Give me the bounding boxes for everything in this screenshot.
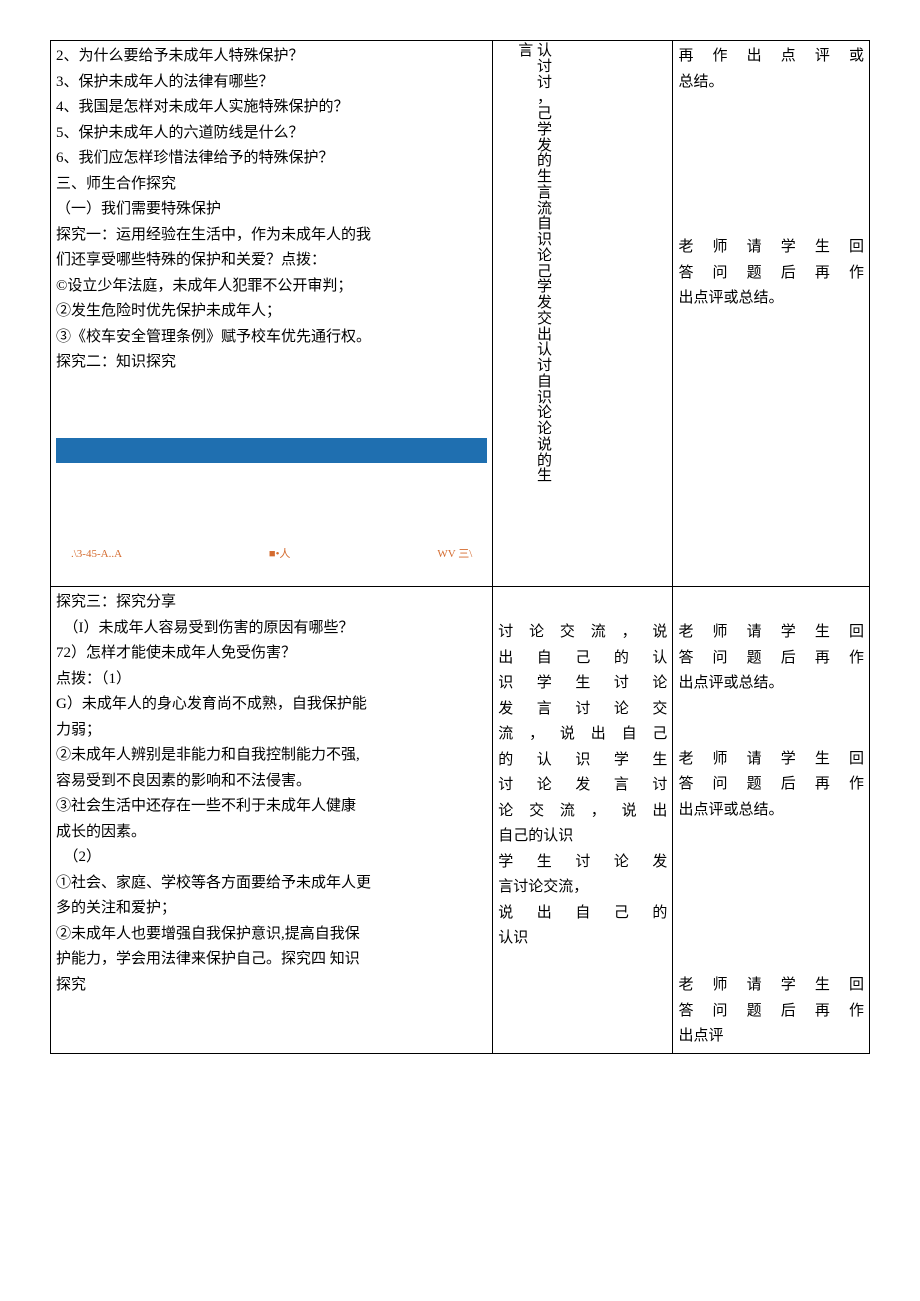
cell-r2-c1: 探究三：探究分享 （I）未成年人容易受到伤害的原因有哪些？ 72）怎样才能使未成… xyxy=(51,587,493,1054)
inquiry-3-p2b: ②未成年人也要增强自我保护意识,提高自我保 xyxy=(56,922,487,948)
teacher-note-a2: 总结。 xyxy=(678,70,864,96)
orange-footer-text: .\3-45-A..A ■•人 WV 三\ xyxy=(56,525,487,584)
inquiry-3-g3b: 成长的因素。 xyxy=(56,820,487,846)
inquiry-3-g2b: 容易受到不良因素的影响和不法侵害。 xyxy=(56,769,487,795)
student-activity-m7: 讨论发言讨 xyxy=(498,773,667,799)
table-row-1: 2、为什么要给予未成年人特殊保护？ 3、保护未成年人的法律有哪些？ 4、我国是怎… xyxy=(51,41,870,587)
inquiry-3-p2a: ①社会、家庭、学校等各方面要给予未成年人更 xyxy=(56,871,487,897)
teacher-note-e3: 出点评 xyxy=(678,1024,864,1050)
teacher-note-d2: 答问题后再作 xyxy=(678,772,864,798)
spacer xyxy=(678,823,864,973)
section-3-heading: 三、师生合作探究 xyxy=(56,172,487,198)
inquiry-3-p2ab: 多的关注和爱护； xyxy=(56,896,487,922)
question-3: 3、保护未成年人的法律有哪些？ xyxy=(56,70,487,96)
inquiry-2-heading: 探究二：知识探究 xyxy=(56,350,487,376)
spacer xyxy=(678,95,864,235)
inquiry-3-p2bb: 护能力，学会用法律来保护自己。探究四 知识 xyxy=(56,947,487,973)
inquiry-1-line-d: ②发生危险时优先保护未成年人； xyxy=(56,299,487,325)
question-6: 6、我们应怎样珍惜法律给予的特殊保护？ xyxy=(56,146,487,172)
inquiry-3-heading: 探究三：探究分享 xyxy=(56,590,487,616)
teacher-note-e2: 答问题后再作 xyxy=(678,999,864,1025)
inquiry-1-line-e: ③《校车安全管理条例》赋予校车优先通行权。 xyxy=(56,325,487,351)
vertical-col-main: 认讨讨，己学发的生言流自识论己学发交出认讨自识论论说的生 xyxy=(537,44,552,485)
student-activity-m11: 言讨论交流， xyxy=(498,875,667,901)
question-5: 5、保护未成年人的六道防线是什么？ xyxy=(56,121,487,147)
teacher-note-a1: 再作出点评或 xyxy=(678,44,864,70)
inquiry-3-p2bc: 探究 xyxy=(56,973,487,999)
inquiry-3-g1b: 力弱； xyxy=(56,718,487,744)
teacher-note-d1: 老师请学生回 xyxy=(678,747,864,773)
question-4: 4、我国是怎样对未成年人实施特殊保护的？ xyxy=(56,95,487,121)
spacer xyxy=(678,697,864,747)
inquiry-3-p2: （2） xyxy=(56,845,487,871)
student-activity-m5: 流，说出自己 xyxy=(498,722,667,748)
student-activity-m10: 学生讨论发 xyxy=(498,850,667,876)
spacer xyxy=(56,465,487,525)
student-activity-m12: 说出自己的 xyxy=(498,901,667,927)
vertical-discussion-text: 言 认讨讨，己学发的生言流自识论己学发交出认讨自识论论说的生 xyxy=(498,44,667,485)
cell-r1-c3: 再作出点评或 总结。 老师请学生回 答问题后再作 出点评或总结。 xyxy=(673,41,870,587)
inquiry-3-g2: ②未成年人辨别是非能力和自我控制能力不强, xyxy=(56,743,487,769)
blue-divider-bar xyxy=(56,438,487,463)
teacher-note-b3: 出点评或总结。 xyxy=(678,286,864,312)
teacher-note-e1: 老师请学生回 xyxy=(678,973,864,999)
lesson-plan-table: 2、为什么要给予未成年人特殊保护？ 3、保护未成年人的法律有哪些？ 4、我国是怎… xyxy=(50,40,870,1054)
teacher-note-b1: 老师请学生回 xyxy=(678,235,864,261)
inquiry-1-line-a: 探究一：运用经验在生活中，作为未成年人的我 xyxy=(56,223,487,249)
inquiry-3-g1: G）未成年人的身心发育尚不成熟，自我保护能 xyxy=(56,692,487,718)
section-3a-heading: （一）我们需要特殊保护 xyxy=(56,197,487,223)
orange-left: .\3-45-A..A xyxy=(71,545,122,564)
inquiry-3-q1: （I）未成年人容易受到伤害的原因有哪些？ xyxy=(56,616,487,642)
student-activity-m9: 自己的认识 xyxy=(498,824,667,850)
cell-r2-c3: 老师请学生回 答问题后再作 出点评或总结。 老师请学生回 答问题后再作 出点评或… xyxy=(673,587,870,1054)
student-activity-m2: 出自己的认 xyxy=(498,646,667,672)
inquiry-1-line-b: 们还享受哪些特殊的保护和关爱？点拨： xyxy=(56,248,487,274)
cell-r1-c1: 2、为什么要给予未成年人特殊保护？ 3、保护未成年人的法律有哪些？ 4、我国是怎… xyxy=(51,41,493,587)
student-activity-m3: 识学生讨论 xyxy=(498,671,667,697)
teacher-note-d3: 出点评或总结。 xyxy=(678,798,864,824)
student-activity-m13: 认识 xyxy=(498,926,667,952)
cell-r1-c2: 言 认讨讨，己学发的生言流自识论己学发交出认讨自识论论说的生 xyxy=(493,41,673,587)
student-activity-m6: 的认识学生 xyxy=(498,748,667,774)
orange-mid: ■•人 xyxy=(269,545,291,564)
orange-right: WV 三\ xyxy=(437,545,472,564)
spacer xyxy=(498,590,667,620)
table-row-2: 探究三：探究分享 （I）未成年人容易受到伤害的原因有哪些？ 72）怎样才能使未成… xyxy=(51,587,870,1054)
inquiry-1-line-c: ©设立少年法庭，未成年人犯罪不公开审判； xyxy=(56,274,487,300)
teacher-note-c3: 出点评或总结。 xyxy=(678,671,864,697)
student-activity-m8: 论交流，说出 xyxy=(498,799,667,825)
spacer xyxy=(678,590,864,620)
teacher-note-c1: 老师请学生回 xyxy=(678,620,864,646)
cell-r2-c2: 讨论交流，说 出自己的认 识学生讨论 发言讨论交 流，说出自己 的认识学生 讨论… xyxy=(493,587,673,1054)
student-activity-m4: 发言讨论交 xyxy=(498,697,667,723)
spacer xyxy=(56,376,487,436)
vertical-col-pre: 言 xyxy=(518,44,533,60)
inquiry-3-q2: 72）怎样才能使未成年人免受伤害？ xyxy=(56,641,487,667)
inquiry-3-tip: 点拨：（1） xyxy=(56,667,487,693)
teacher-note-b2: 答问题后再作 xyxy=(678,261,864,287)
inquiry-3-g3: ③社会生活中还存在一些不利于未成年人健康 xyxy=(56,794,487,820)
student-activity-m1: 讨论交流，说 xyxy=(498,620,667,646)
question-2: 2、为什么要给予未成年人特殊保护？ xyxy=(56,44,487,70)
teacher-note-c2: 答问题后再作 xyxy=(678,646,864,672)
